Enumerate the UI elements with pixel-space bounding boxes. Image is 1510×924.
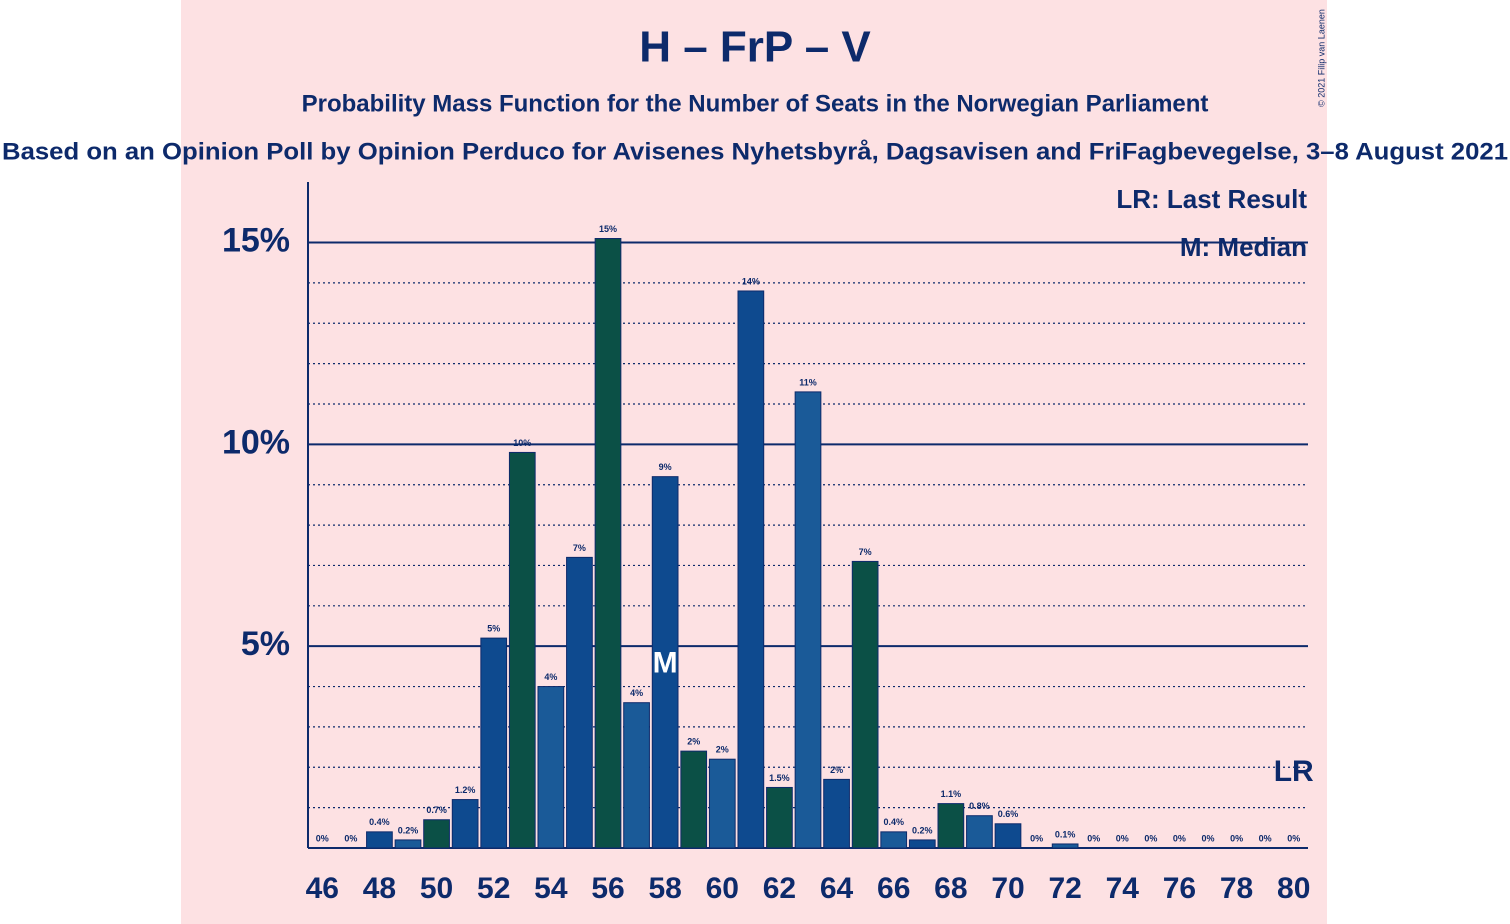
- value-label: 0%: [1287, 833, 1300, 843]
- value-label: 0.8%: [969, 801, 990, 811]
- y-tick-label: 15%: [222, 222, 290, 260]
- bar: [1051, 843, 1079, 849]
- x-tick-label: 80: [1277, 872, 1310, 905]
- last-result-marker: LR: [1274, 755, 1314, 788]
- value-label: 7%: [573, 543, 586, 553]
- bar: [823, 778, 850, 849]
- legend-entry: LR: Last Result: [1116, 184, 1307, 214]
- bar: [394, 839, 422, 849]
- value-label: 9%: [659, 462, 672, 472]
- x-tick-label: 72: [1048, 872, 1081, 905]
- x-tick-label: 52: [477, 872, 510, 905]
- bar: [937, 803, 965, 849]
- x-tick-label: 64: [820, 872, 854, 905]
- x-tick-label: 46: [306, 872, 339, 905]
- value-label: 0.4%: [883, 817, 904, 827]
- x-tick-label: 76: [1163, 872, 1196, 905]
- value-label: 1.5%: [769, 773, 790, 783]
- value-label: 0%: [1087, 833, 1100, 843]
- value-label: 0%: [1259, 833, 1272, 843]
- value-label: 0%: [1201, 833, 1214, 843]
- bar: [908, 839, 936, 849]
- bar: [480, 637, 508, 849]
- value-label: 0%: [1116, 833, 1129, 843]
- x-tick-label: 48: [363, 872, 396, 905]
- value-label: 0%: [1144, 833, 1157, 843]
- x-tick-label: 54: [534, 872, 568, 905]
- bar: [366, 831, 393, 849]
- bar: [708, 758, 736, 849]
- bar: [994, 823, 1022, 849]
- x-tick-label: 50: [420, 872, 453, 905]
- x-tick-label: 78: [1220, 872, 1253, 905]
- x-tick-label: 56: [591, 872, 624, 905]
- value-label: 7%: [859, 547, 872, 557]
- value-label: 1.1%: [941, 789, 962, 799]
- value-label: 4%: [544, 672, 557, 682]
- x-tick-label: 66: [877, 872, 910, 905]
- value-label: 0.1%: [1055, 829, 1076, 839]
- x-tick-label: 58: [648, 872, 681, 905]
- value-label: 5%: [487, 623, 500, 633]
- bar: [423, 819, 450, 849]
- value-label: 0%: [1230, 833, 1243, 843]
- chart-title: H – FrP – V: [639, 23, 871, 72]
- bar: [966, 815, 993, 849]
- value-label: 0%: [316, 833, 329, 843]
- x-tick-label: 60: [706, 872, 739, 905]
- x-tick-label: 68: [934, 872, 967, 905]
- y-tick-label: 5%: [241, 625, 290, 663]
- value-label: 0.7%: [426, 805, 447, 815]
- median-marker: M: [653, 647, 678, 680]
- bar: [508, 451, 536, 849]
- value-label: 0.2%: [912, 825, 933, 835]
- bar: [766, 786, 793, 849]
- chart-subtitle: Probability Mass Function for the Number…: [302, 90, 1209, 117]
- bar: [794, 391, 822, 849]
- value-label: 2%: [716, 745, 729, 755]
- value-label: 4%: [630, 688, 643, 698]
- value-label: 0.2%: [398, 825, 419, 835]
- bar: [680, 750, 708, 849]
- value-label: 14%: [742, 276, 760, 286]
- x-tick-label: 70: [991, 872, 1024, 905]
- value-label: 0.4%: [369, 817, 390, 827]
- bar: [851, 560, 879, 849]
- value-label: 0%: [1173, 833, 1186, 843]
- copyright: © 2021 Filip van Laenen: [1316, 9, 1326, 107]
- value-label: 1.2%: [455, 785, 476, 795]
- value-label: 10%: [513, 438, 531, 448]
- value-label: 15%: [599, 224, 617, 234]
- value-label: 11%: [799, 377, 817, 387]
- bar: [623, 702, 650, 849]
- x-tick-label: 62: [763, 872, 796, 905]
- bar: [566, 556, 593, 849]
- bar: [651, 476, 679, 849]
- bar: [880, 831, 908, 849]
- value-label: 0%: [344, 833, 357, 843]
- bar: [737, 290, 765, 849]
- x-tick-label: 74: [1106, 872, 1140, 905]
- chart-source: Based on an Opinion Poll by Opinion Perd…: [2, 138, 1508, 165]
- bar: [537, 686, 565, 849]
- value-label: 2%: [830, 765, 843, 775]
- bar: [451, 799, 479, 849]
- legend-entry: M: Median: [1180, 232, 1307, 262]
- value-label: 0.6%: [998, 809, 1019, 819]
- y-tick-label: 10%: [222, 423, 290, 461]
- value-label: 0%: [1030, 833, 1043, 843]
- bar: [594, 238, 622, 849]
- value-label: 2%: [687, 737, 700, 747]
